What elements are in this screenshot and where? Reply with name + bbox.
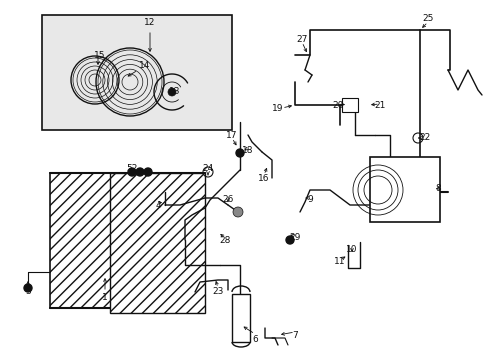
Text: 20: 20 bbox=[332, 100, 343, 109]
Circle shape bbox=[285, 236, 293, 244]
Text: 26: 26 bbox=[222, 195, 233, 204]
Text: 25: 25 bbox=[422, 14, 433, 23]
Text: 13: 13 bbox=[169, 87, 181, 96]
Text: 1: 1 bbox=[102, 293, 108, 302]
Circle shape bbox=[128, 168, 136, 176]
Bar bbox=[42, 15, 231, 130]
Text: 29: 29 bbox=[289, 234, 300, 243]
Text: 3: 3 bbox=[25, 288, 31, 297]
Bar bbox=[231, 294, 249, 342]
Text: 6: 6 bbox=[252, 336, 257, 345]
Circle shape bbox=[236, 149, 244, 157]
Circle shape bbox=[168, 88, 176, 96]
Text: 28: 28 bbox=[219, 235, 230, 244]
Text: 23: 23 bbox=[212, 288, 223, 297]
Bar bbox=[369, 157, 439, 222]
Text: 14: 14 bbox=[139, 60, 150, 69]
Text: 27: 27 bbox=[296, 36, 307, 45]
Bar bbox=[341, 98, 357, 112]
Text: 7: 7 bbox=[291, 332, 297, 341]
Text: 18: 18 bbox=[242, 145, 253, 154]
Bar bbox=[110, 173, 204, 313]
Text: 4: 4 bbox=[155, 201, 161, 210]
Text: 9: 9 bbox=[306, 195, 312, 204]
Text: 10: 10 bbox=[346, 246, 357, 255]
Circle shape bbox=[143, 168, 152, 176]
Text: 24: 24 bbox=[202, 163, 213, 172]
Bar bbox=[50, 173, 204, 308]
Text: 8: 8 bbox=[434, 184, 440, 193]
Text: 19: 19 bbox=[272, 104, 283, 112]
Text: 15: 15 bbox=[94, 50, 105, 59]
Text: 12: 12 bbox=[144, 18, 155, 27]
Text: 22: 22 bbox=[419, 134, 430, 143]
Text: 11: 11 bbox=[334, 257, 345, 266]
Text: 17: 17 bbox=[226, 131, 237, 140]
Circle shape bbox=[24, 284, 32, 292]
Text: 21: 21 bbox=[373, 100, 385, 109]
Circle shape bbox=[232, 207, 243, 217]
Text: 16: 16 bbox=[258, 174, 269, 183]
Circle shape bbox=[136, 168, 143, 176]
Text: 52: 52 bbox=[126, 163, 138, 172]
